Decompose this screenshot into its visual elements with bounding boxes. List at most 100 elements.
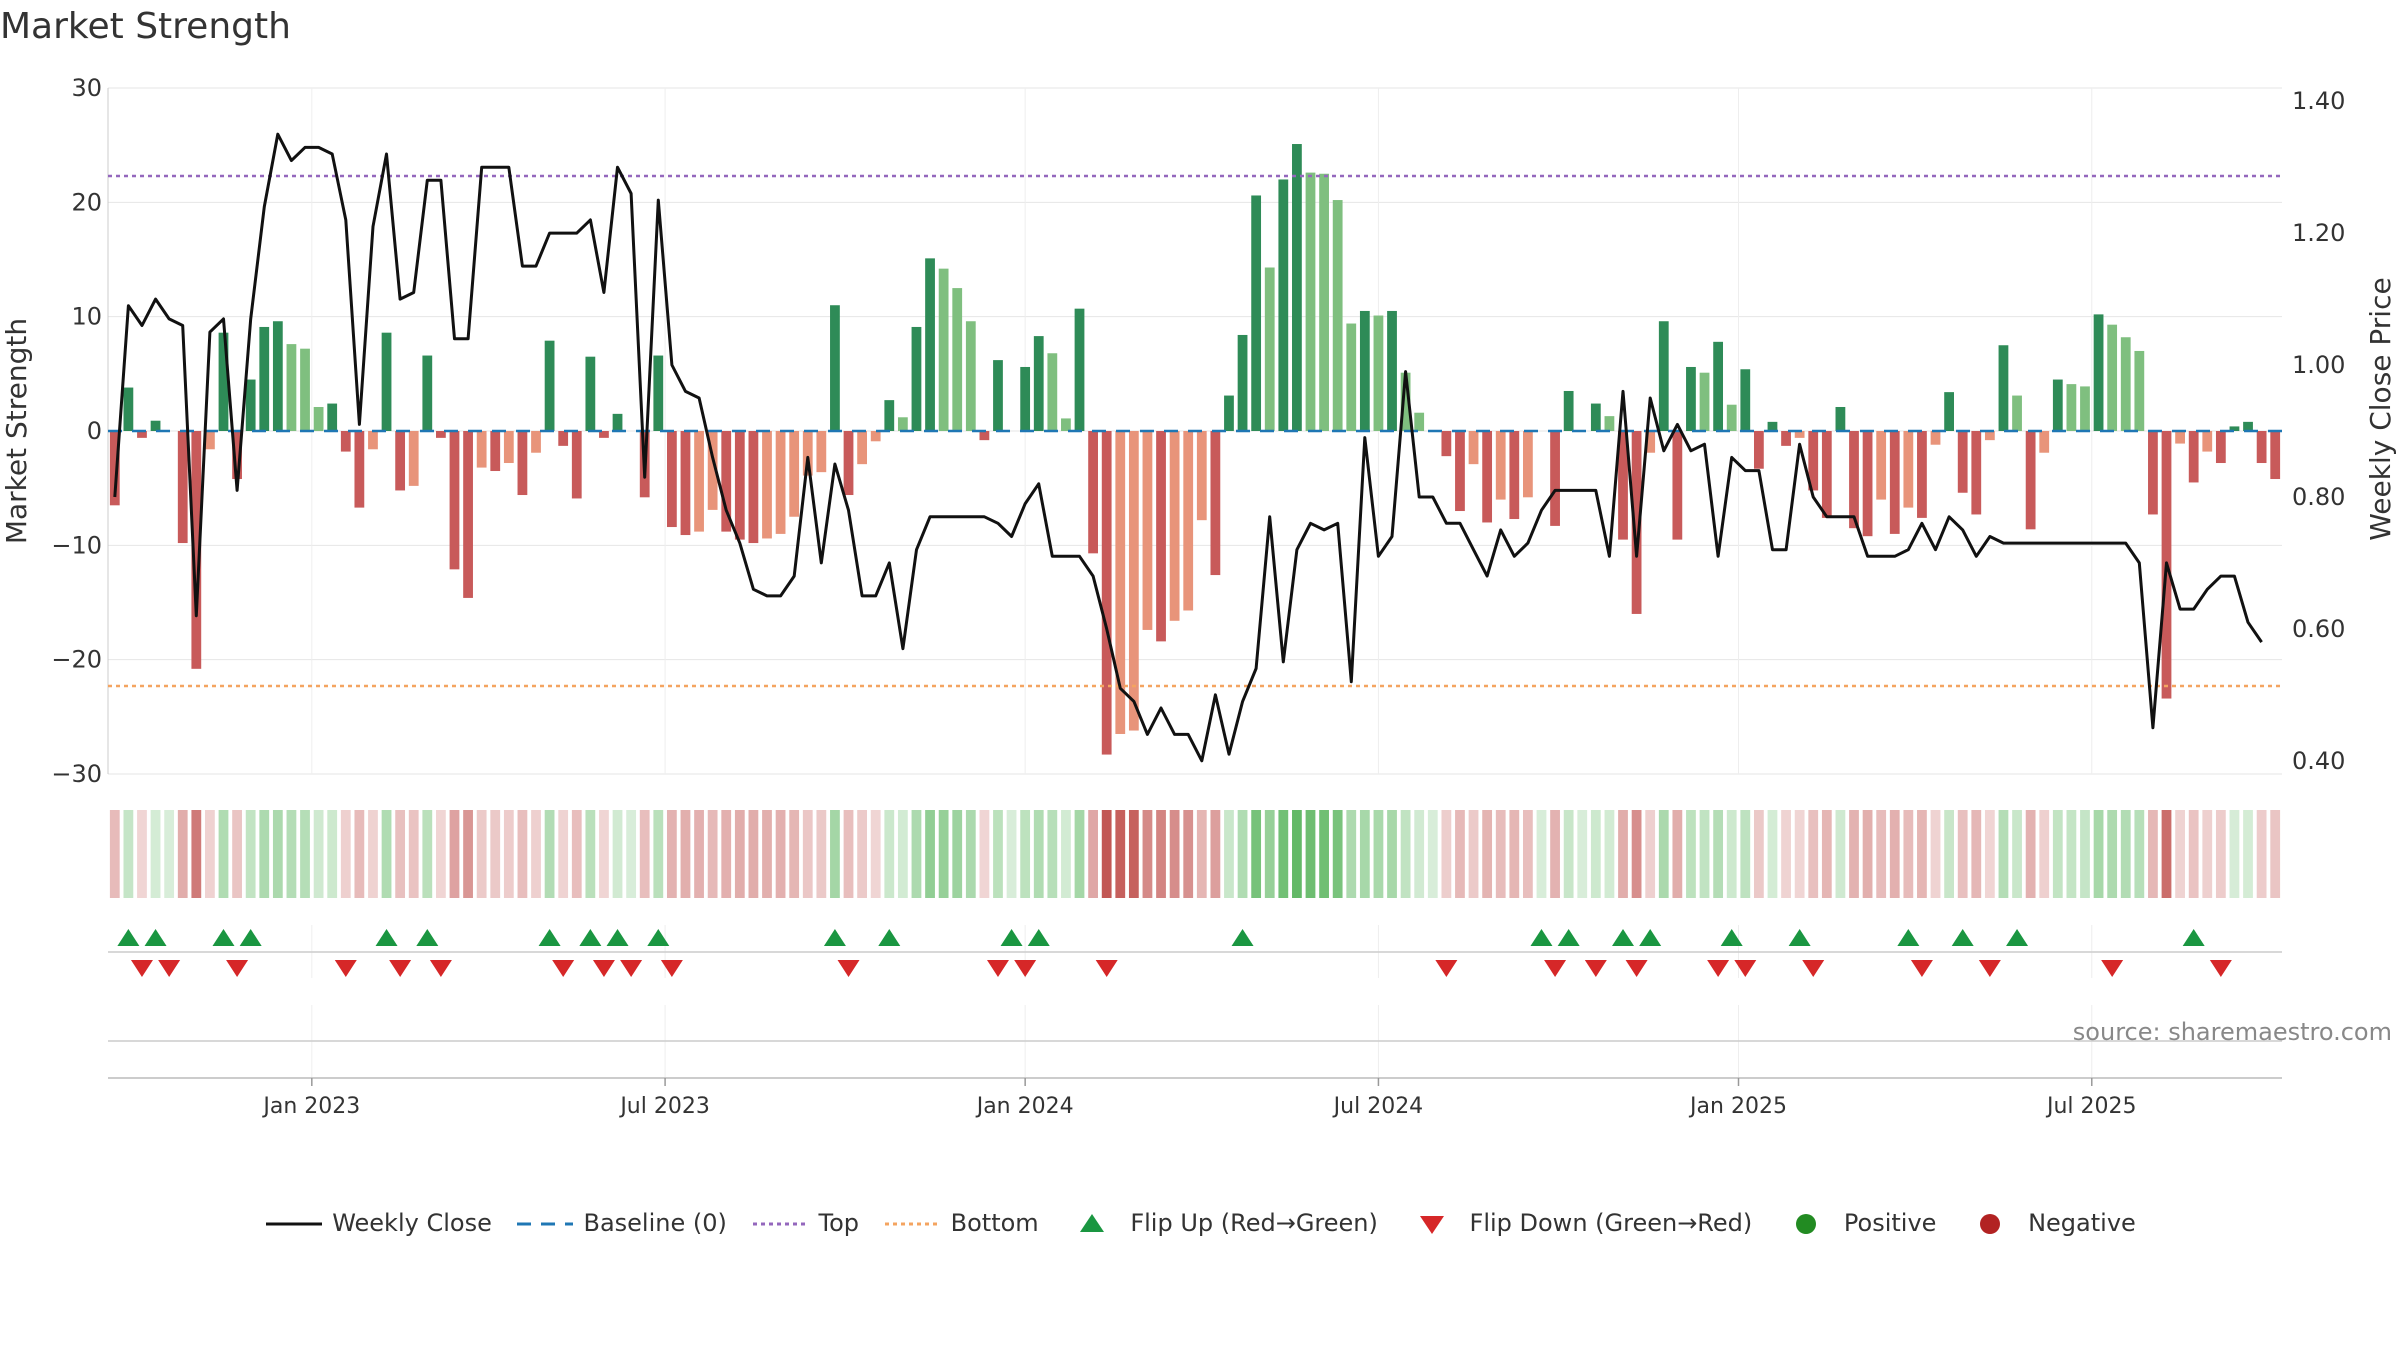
flip-up-marker	[607, 929, 629, 946]
heat-strip-cell	[2094, 810, 2104, 898]
strength-bar	[422, 356, 432, 431]
strength-bar	[1170, 431, 1180, 621]
heat-strip-cell	[1836, 810, 1846, 898]
flip-up-marker	[1639, 929, 1661, 946]
heat-strip-cell	[2053, 810, 2063, 898]
flip-up-marker	[1897, 929, 1919, 946]
flip-down-marker	[1979, 960, 2001, 977]
heat-strip-cell	[1863, 810, 1873, 898]
source-credit: source: sharemaestro.com	[2073, 1018, 2392, 1046]
heat-strip-cell	[463, 810, 473, 898]
strength-bar	[1754, 431, 1764, 469]
strength-bar	[382, 333, 392, 431]
legend-item-flip-down: Flip Down (Green→Red)	[1402, 1209, 1753, 1237]
x-tick-label: Jan 2024	[975, 1094, 1074, 1119]
strength-bar	[409, 431, 419, 486]
heat-strip-cell	[1999, 810, 2009, 898]
strength-bar	[1591, 404, 1601, 431]
heat-strip-cell	[681, 810, 691, 898]
flip-down-marker	[661, 960, 683, 977]
flip-down-marker	[593, 960, 615, 977]
heat-strip-cell	[1210, 810, 1220, 898]
left-tick-label: −30	[51, 760, 102, 788]
heat-strip-cell	[1903, 810, 1913, 898]
heat-strip-cell	[1958, 810, 1968, 898]
strength-bar	[1931, 431, 1941, 445]
flip-up-marker	[878, 929, 900, 946]
strength-bar	[504, 431, 514, 463]
heat-strip-cell	[314, 810, 324, 898]
strength-bar	[354, 431, 364, 508]
strength-bar	[789, 431, 799, 517]
heat-strip-cell	[667, 810, 677, 898]
legend-label-baseline: Baseline (0)	[583, 1209, 726, 1237]
heat-strip-cell	[395, 810, 405, 898]
strength-bar	[1781, 431, 1791, 446]
heat-strip-cell	[1319, 810, 1329, 898]
heat-strip-cell	[1795, 810, 1805, 898]
legend-line-top	[751, 1211, 811, 1237]
flip-up-marker	[1558, 929, 1580, 946]
strength-bar	[2107, 325, 2117, 431]
heat-strip-cell	[803, 810, 813, 898]
legend-label-flip-down: Flip Down (Green→Red)	[1470, 1209, 1753, 1237]
strength-bar	[939, 269, 949, 431]
strength-bar	[1672, 431, 1682, 540]
strength-bar	[844, 431, 854, 495]
heat-strip-cell	[2202, 810, 2212, 898]
heat-strip-cell	[1890, 810, 1900, 898]
heat-strip-cell	[1944, 810, 1954, 898]
flip-down-marker	[1734, 960, 1756, 977]
heat-strip-cell	[1143, 810, 1153, 898]
right-tick-label: 1.20	[2292, 219, 2345, 247]
strength-bar	[1971, 431, 1981, 514]
flip-down-marker	[2210, 960, 2232, 977]
heat-strip-cell	[232, 810, 242, 898]
legend-item-bottom: Bottom	[883, 1209, 1039, 1237]
strength-bar	[1156, 431, 1166, 641]
heat-strip-cell	[572, 810, 582, 898]
heat-strip-cell	[1401, 810, 1411, 898]
positive-dot-icon	[1776, 1211, 1836, 1237]
strength-bar	[1075, 309, 1085, 431]
heat-strip-cell	[721, 810, 731, 898]
legend-item-negative: Negative	[1960, 1209, 2136, 1237]
strength-bar	[1333, 200, 1343, 431]
flip-up-marker	[579, 929, 601, 946]
strength-bar	[558, 431, 568, 446]
heat-strip-cell	[2270, 810, 2280, 898]
heat-strip-cell	[1278, 810, 1288, 898]
heat-strip-cell	[1971, 810, 1981, 898]
heat-strip-cell	[1360, 810, 1370, 898]
heat-strip-cell	[1876, 810, 1886, 898]
heat-strip-cell	[1768, 810, 1778, 898]
heat-strip-cell	[341, 810, 351, 898]
flip-down-marker	[1435, 960, 1457, 977]
heat-strip-cell	[613, 810, 623, 898]
heat-strip-cell	[1618, 810, 1628, 898]
heat-strip-cell	[966, 810, 976, 898]
strength-bar	[898, 417, 908, 431]
heat-strip-cell	[1781, 810, 1791, 898]
heat-strip-cell	[1523, 810, 1533, 898]
heat-strip-cell	[287, 810, 297, 898]
heat-strip-cell	[1700, 810, 1710, 898]
strength-bar	[1740, 369, 1750, 431]
strength-bar	[884, 400, 894, 431]
heat-strip-cell	[871, 810, 881, 898]
heat-strip-cell	[1441, 810, 1451, 898]
heat-strip-cell	[1496, 810, 1506, 898]
flip-down-marker	[1544, 960, 1566, 977]
strength-bar	[2134, 351, 2144, 431]
legend-label-negative: Negative	[2028, 1209, 2136, 1237]
strength-bar	[1985, 431, 1995, 440]
heat-strip-cell	[1455, 810, 1465, 898]
heat-strip-cell	[2067, 810, 2077, 898]
heat-strip-cell	[545, 810, 555, 898]
heat-strip-cell	[776, 810, 786, 898]
heat-strip-cell	[1550, 810, 1560, 898]
strength-bar	[667, 431, 677, 527]
heat-strip-cell	[1740, 810, 1750, 898]
strength-bar	[2216, 431, 2226, 463]
heat-strip-cell	[327, 810, 337, 898]
